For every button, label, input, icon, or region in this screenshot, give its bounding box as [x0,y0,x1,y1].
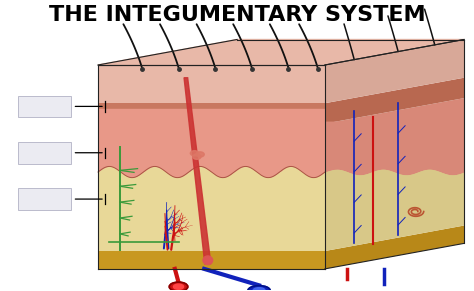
Polygon shape [98,124,325,172]
FancyBboxPatch shape [18,142,72,164]
Ellipse shape [196,152,204,157]
Polygon shape [98,251,325,269]
FancyBboxPatch shape [18,188,72,210]
Ellipse shape [253,288,265,291]
Polygon shape [98,40,464,65]
Ellipse shape [169,282,188,291]
Polygon shape [325,226,464,269]
Ellipse shape [173,284,183,289]
Ellipse shape [203,256,213,265]
Ellipse shape [248,285,270,291]
Polygon shape [325,147,464,251]
Polygon shape [98,65,325,103]
Text: THE INTEGUMENTARY SYSTEM: THE INTEGUMENTARY SYSTEM [49,5,425,25]
FancyBboxPatch shape [18,95,72,117]
Polygon shape [98,103,325,124]
Ellipse shape [192,154,201,159]
Polygon shape [98,40,464,65]
Ellipse shape [191,151,199,156]
Polygon shape [184,78,211,264]
Polygon shape [325,78,464,124]
Polygon shape [325,98,464,172]
Polygon shape [325,40,464,103]
Polygon shape [98,172,325,251]
